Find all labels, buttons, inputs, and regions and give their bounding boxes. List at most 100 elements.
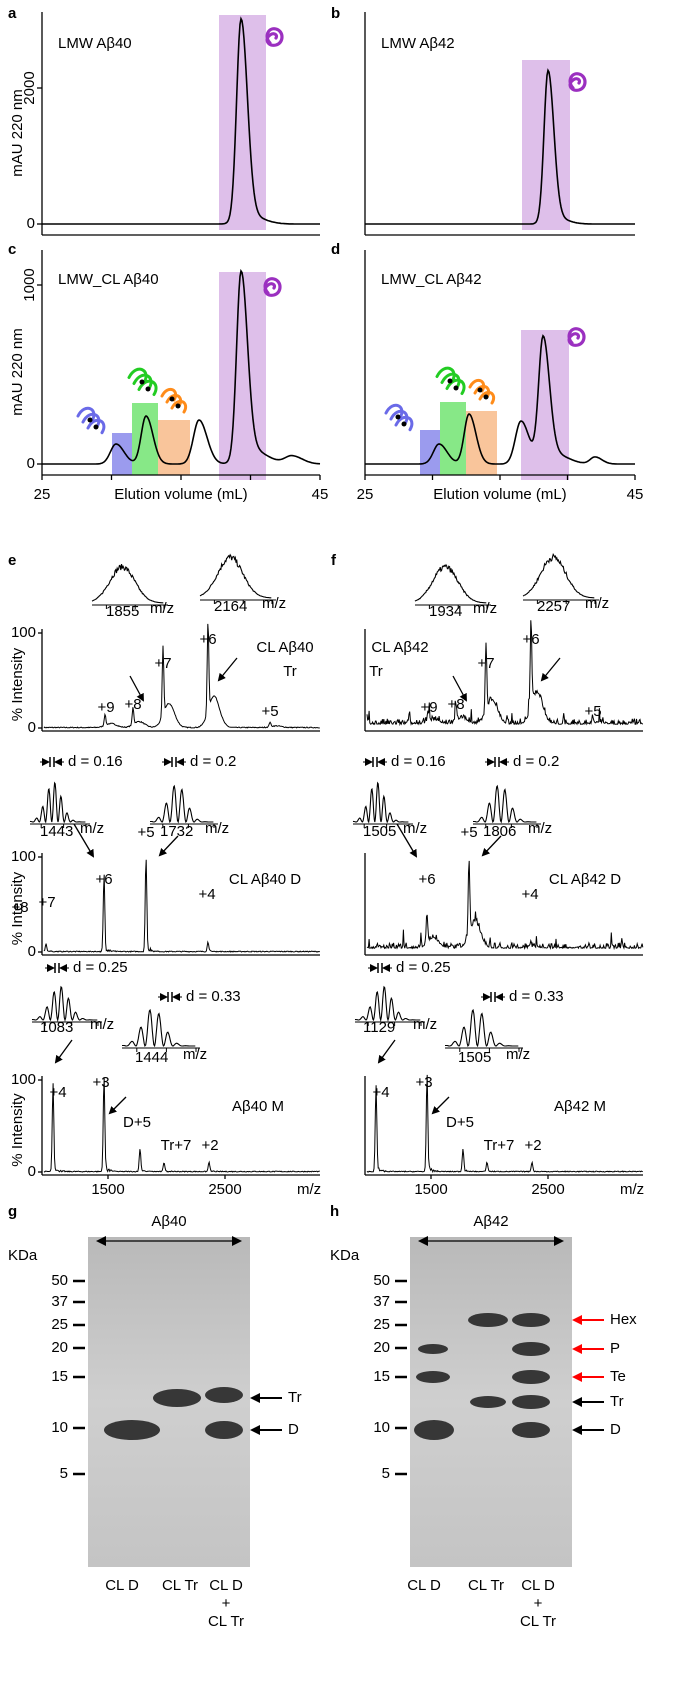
fraction-highlight (466, 411, 497, 475)
inset-unit: m/z (506, 1046, 530, 1063)
crosslink-icon (87, 417, 93, 423)
spacing-label: d = 0.33 (186, 988, 241, 1005)
lane-label: CL D (209, 1577, 243, 1594)
y-tick-label: 100 (11, 624, 36, 641)
peak-label: +3 (92, 1074, 109, 1091)
panel-letter: b (331, 5, 340, 22)
spacing-label: d = 0.16 (68, 753, 123, 770)
y-axis-label: mAU 220 nm (9, 328, 26, 416)
spectrum-title: CL Aβ40 (256, 639, 313, 656)
band-label: Tr (610, 1393, 624, 1410)
panel-letter: h (330, 1203, 339, 1220)
band-label: Hex (610, 1311, 637, 1328)
inset-trace (122, 1008, 196, 1048)
inset-trace (199, 553, 272, 599)
marker-label: 37 (373, 1293, 390, 1310)
panel-letter: f (331, 552, 337, 569)
arrow (377, 1039, 396, 1064)
peak-label: Tr+7 (161, 1137, 192, 1154)
chromatogram-trace (42, 268, 321, 465)
gel-band (205, 1387, 243, 1403)
inset-unit: m/z (262, 595, 286, 612)
panel-letter: e (8, 552, 16, 569)
gel-band (468, 1313, 508, 1327)
peak-label: +2 (201, 1137, 218, 1154)
crosslink-icon (477, 387, 483, 393)
inset-trace (150, 784, 214, 824)
inset-unit: m/z (80, 820, 104, 837)
arrow (540, 657, 561, 682)
inset-trace (522, 553, 595, 599)
panel-label: LMW_CL Aβ42 (381, 271, 482, 288)
lane-label: CL D (521, 1577, 555, 1594)
x-tick-label: 1500 (91, 1181, 124, 1198)
spectrum-trace (43, 859, 321, 953)
arrow (54, 1039, 73, 1064)
band-label: P (610, 1340, 620, 1357)
peak-label: +6 (418, 871, 435, 888)
marker-label: 5 (60, 1465, 68, 1482)
gel-band (153, 1389, 201, 1407)
oligomer-icon (435, 366, 466, 395)
lane-label: CL D (407, 1577, 441, 1594)
crosslink-icon (175, 403, 181, 409)
arrow (108, 1096, 127, 1115)
spectrum-trace (366, 860, 644, 951)
marker-label: 20 (51, 1339, 68, 1356)
peak-label: +6 (199, 631, 216, 648)
lane-label: CL Tr (520, 1613, 556, 1630)
y-tick-label: 100 (11, 1071, 36, 1088)
peak-label: +9 (97, 699, 114, 716)
peak-label: Tr+7 (484, 1137, 515, 1154)
gel-band (416, 1371, 450, 1383)
oligomer-icon (468, 378, 495, 405)
spectrum-title: CL Aβ42 (371, 639, 428, 656)
x-tick-label: 2500 (208, 1181, 241, 1198)
inset-tick-label: 1444 (135, 1049, 168, 1066)
peak-label: +7 (154, 655, 171, 672)
inset-unit: m/z (403, 820, 427, 837)
crosslink-icon (145, 386, 151, 392)
arrow (73, 823, 95, 858)
x-tick-label: 25 (357, 486, 374, 503)
x-axis-label: Elution volume (mL) (114, 486, 247, 503)
fraction-highlight (158, 420, 190, 475)
inset-tick-label: 1505 (458, 1049, 491, 1066)
marker-label: 50 (373, 1272, 390, 1289)
crosslink-icon (169, 396, 175, 402)
x-tick-label: 25 (34, 486, 51, 503)
unit-label: KDa (330, 1247, 360, 1264)
gel-band (512, 1395, 550, 1409)
inset-unit: m/z (413, 1016, 437, 1033)
peak-label: +4 (49, 1084, 66, 1101)
inset-trace (473, 784, 537, 824)
inset-tick-label: 1083 (40, 1019, 73, 1036)
peptide-label: Aβ42 (473, 1213, 508, 1230)
oligomer-icon (160, 387, 187, 414)
chromatogram-trace (365, 68, 635, 225)
spectrum-title: Aβ40 M (232, 1098, 284, 1115)
fraction-highlight (112, 433, 132, 475)
marker-label: 10 (373, 1419, 390, 1436)
lane-label: + (534, 1595, 543, 1612)
marker-label: 10 (51, 1419, 68, 1436)
peak-label: +2 (524, 1137, 541, 1154)
arrow (217, 657, 238, 682)
spectrum-title: CL Aβ42 D (549, 871, 621, 888)
lane-label: CL Tr (208, 1613, 244, 1630)
spectrum-title: CL Aβ40 D (229, 871, 301, 888)
inset-trace (445, 1008, 519, 1048)
panel-letter: c (8, 241, 16, 258)
spectrum-title: Tr (283, 663, 297, 680)
spacing-label: d = 0.25 (73, 959, 128, 976)
fraction-highlight (420, 430, 440, 475)
panel-label: LMW_CL Aβ40 (58, 271, 159, 288)
crosslink-icon (453, 385, 459, 391)
unit-label: KDa (8, 1247, 38, 1264)
y-tick-label: 0 (28, 943, 36, 960)
monomer-icon (568, 72, 587, 92)
fraction-highlight (440, 402, 466, 475)
peak-label: +6 (522, 631, 539, 648)
inset-unit: m/z (473, 600, 497, 617)
y-axis-label: mAU 220 nm (9, 89, 26, 177)
